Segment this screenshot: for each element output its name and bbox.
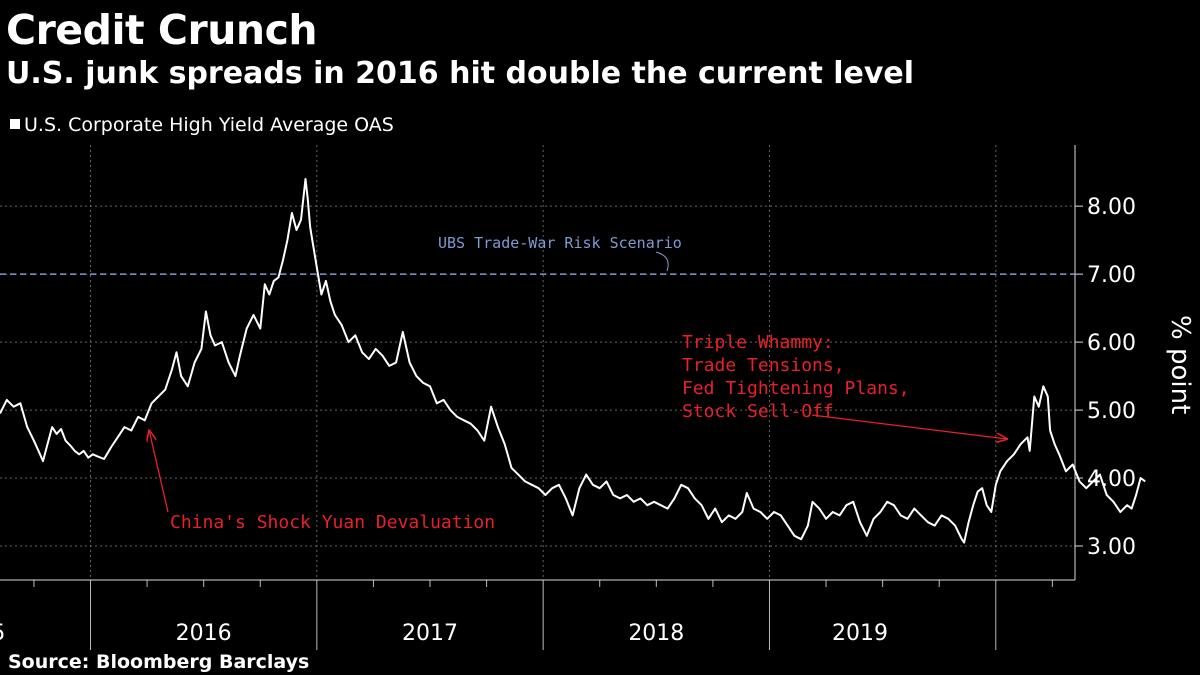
x-tick-label: 2017	[402, 621, 458, 646]
grid	[0, 145, 1075, 580]
series	[0, 178, 1146, 544]
legend-label: U.S. Corporate High Yield Average OAS	[24, 114, 394, 136]
oas-series-line	[0, 178, 1146, 544]
annotation-text: Fed Tightening Plans,	[682, 378, 910, 399]
x-tick-label: 2015	[0, 621, 5, 646]
annotation-arrow	[149, 431, 169, 513]
annotation-text: Stock Sell-Off	[682, 401, 834, 422]
annotation-text: Trade Tensions,	[682, 355, 845, 376]
axes: 3.004.005.006.007.008.00% point201520162…	[0, 145, 1195, 650]
x-tick-label: 2019	[832, 621, 888, 646]
annotation-arrow	[811, 414, 1006, 439]
annotation-text: China's Shock Yuan Devaluation	[170, 512, 495, 533]
reference-lines: UBS Trade-War Risk Scenario	[0, 234, 1075, 275]
source-note: Source: Bloomberg Barclays	[8, 651, 310, 673]
y-axis-title: % point	[1165, 315, 1195, 414]
x-tick-label: 2018	[628, 621, 684, 646]
legend: U.S. Corporate High Yield Average OAS	[10, 112, 394, 138]
x-tick-label: 2016	[176, 621, 232, 646]
chart-title: Credit Crunch	[6, 6, 318, 54]
chart-subtitle: U.S. junk spreads in 2016 hit double the…	[6, 56, 915, 91]
annotations: China's Shock Yuan Devaluation Triple Wha…	[149, 332, 1006, 533]
y-tick-label: 6.00	[1087, 331, 1136, 356]
reference-line-label: UBS Trade-War Risk Scenario	[438, 234, 682, 252]
y-tick-label: 8.00	[1087, 195, 1136, 220]
reference-line-leader	[655, 251, 669, 272]
y-tick-label: 3.00	[1087, 535, 1136, 560]
y-tick-label: 7.00	[1087, 263, 1136, 288]
annotation-text: Triple Whammy:	[682, 332, 834, 353]
legend-swatch	[10, 119, 20, 129]
y-tick-label: 5.00	[1087, 399, 1136, 424]
